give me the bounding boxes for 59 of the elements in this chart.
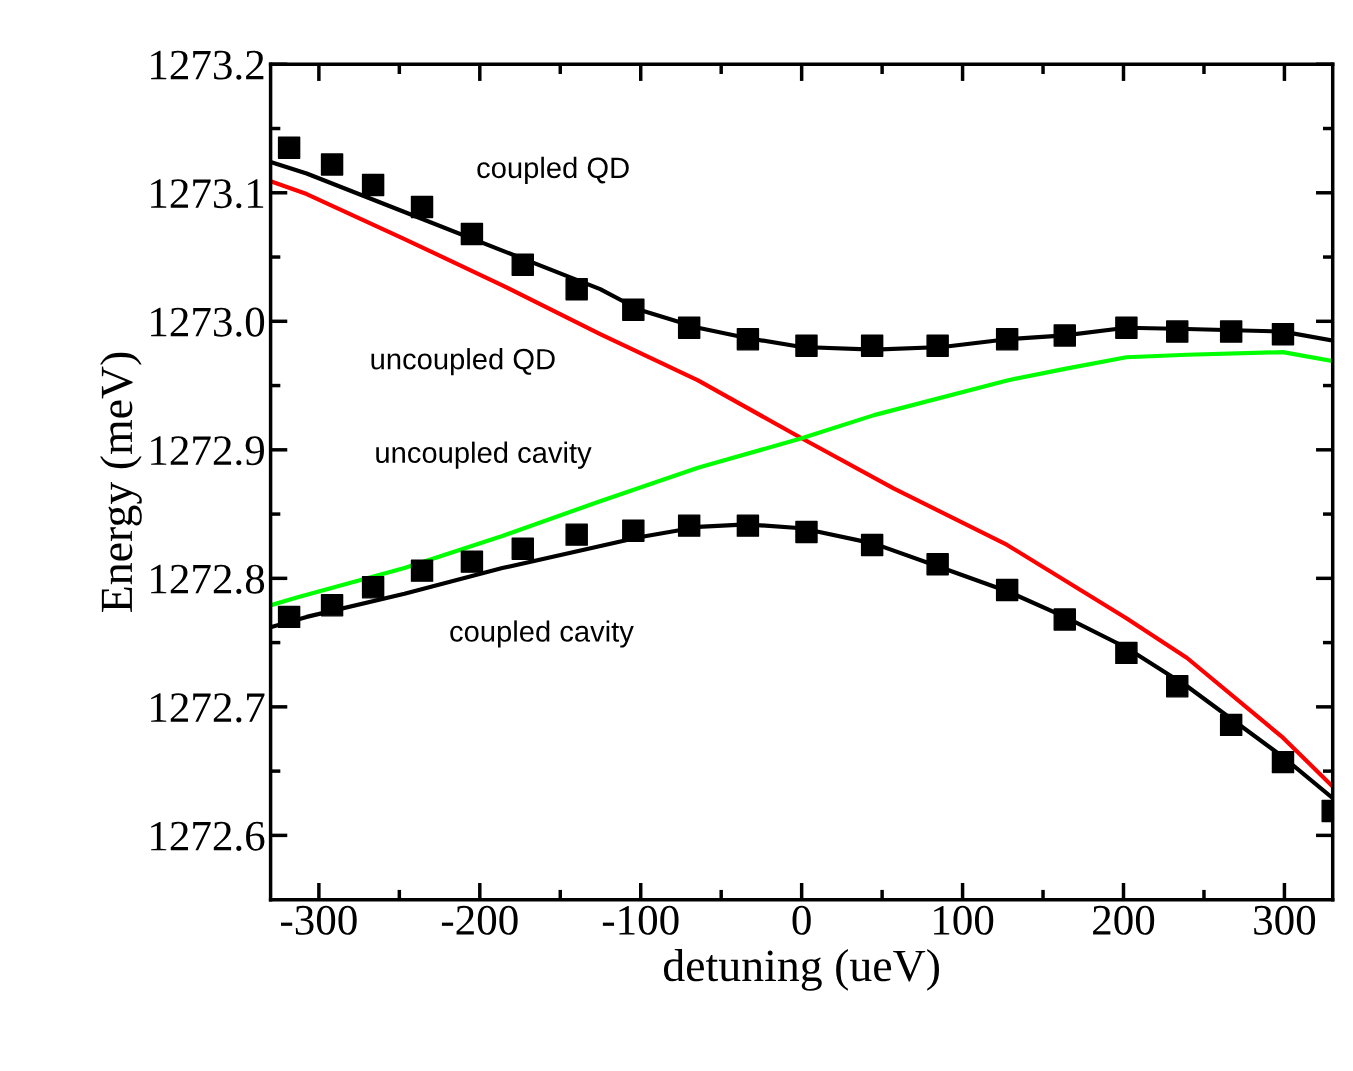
- point: [926, 552, 949, 576]
- annotation: coupled cavity: [450, 620, 634, 648]
- point: [622, 519, 645, 543]
- point: [1166, 675, 1189, 698]
- y-tick-label: 1272.9: [151, 436, 264, 466]
- y-tick-label: 1273.0: [151, 307, 265, 337]
- x-tick-label: -100: [602, 905, 679, 935]
- point: [622, 298, 645, 321]
- point: [511, 537, 534, 561]
- x-axis-title: detuning (ueV): [663, 949, 940, 991]
- point: [460, 222, 484, 246]
- point: [1219, 320, 1243, 343]
- x-tick-label: -200: [441, 905, 518, 935]
- point: [736, 328, 760, 351]
- point: [795, 334, 818, 357]
- point: [565, 277, 588, 301]
- y-tick-label: 1273.2: [151, 50, 264, 80]
- x-tick-label: 300: [1254, 905, 1316, 935]
- point: [1166, 320, 1189, 343]
- point: [460, 550, 484, 573]
- point: [410, 195, 434, 219]
- point: [277, 136, 301, 160]
- point: [1053, 324, 1076, 347]
- point: [860, 533, 884, 557]
- x-tick-label: 100: [934, 905, 994, 935]
- y-tick-label: 1272.8: [151, 564, 265, 594]
- point: [677, 514, 701, 537]
- y-tick-label: 1272.6: [151, 821, 265, 851]
- point: [860, 334, 884, 357]
- point: [410, 559, 434, 582]
- x-tick-label: -300: [281, 905, 357, 935]
- point: [565, 523, 588, 546]
- point: [1271, 750, 1295, 774]
- point: [361, 173, 385, 197]
- point: [926, 334, 949, 357]
- point: [277, 605, 301, 629]
- point: [677, 316, 701, 339]
- annotation: coupled QD: [477, 156, 629, 184]
- x-tick-label: 0: [792, 905, 811, 935]
- point: [1219, 713, 1243, 737]
- point: [1053, 608, 1076, 631]
- annotation: uncoupled cavity: [376, 441, 592, 469]
- annotation: uncoupled QD: [371, 348, 555, 376]
- y-tick-label: 1273.1: [151, 179, 264, 209]
- point: [995, 328, 1019, 351]
- point: [1115, 641, 1138, 665]
- point: [1271, 322, 1295, 346]
- point: [320, 594, 344, 617]
- x-tick-label: 200: [1093, 905, 1155, 935]
- y-axis-title: Energy (meV): [100, 352, 142, 612]
- point: [736, 514, 760, 537]
- point: [1115, 316, 1138, 339]
- point: [995, 578, 1019, 602]
- line-series: [270, 350, 1333, 608]
- point: [361, 576, 385, 599]
- point: [511, 253, 534, 276]
- y-tick-label: 1272.7: [151, 693, 265, 723]
- point: [795, 520, 818, 544]
- point: [320, 153, 344, 176]
